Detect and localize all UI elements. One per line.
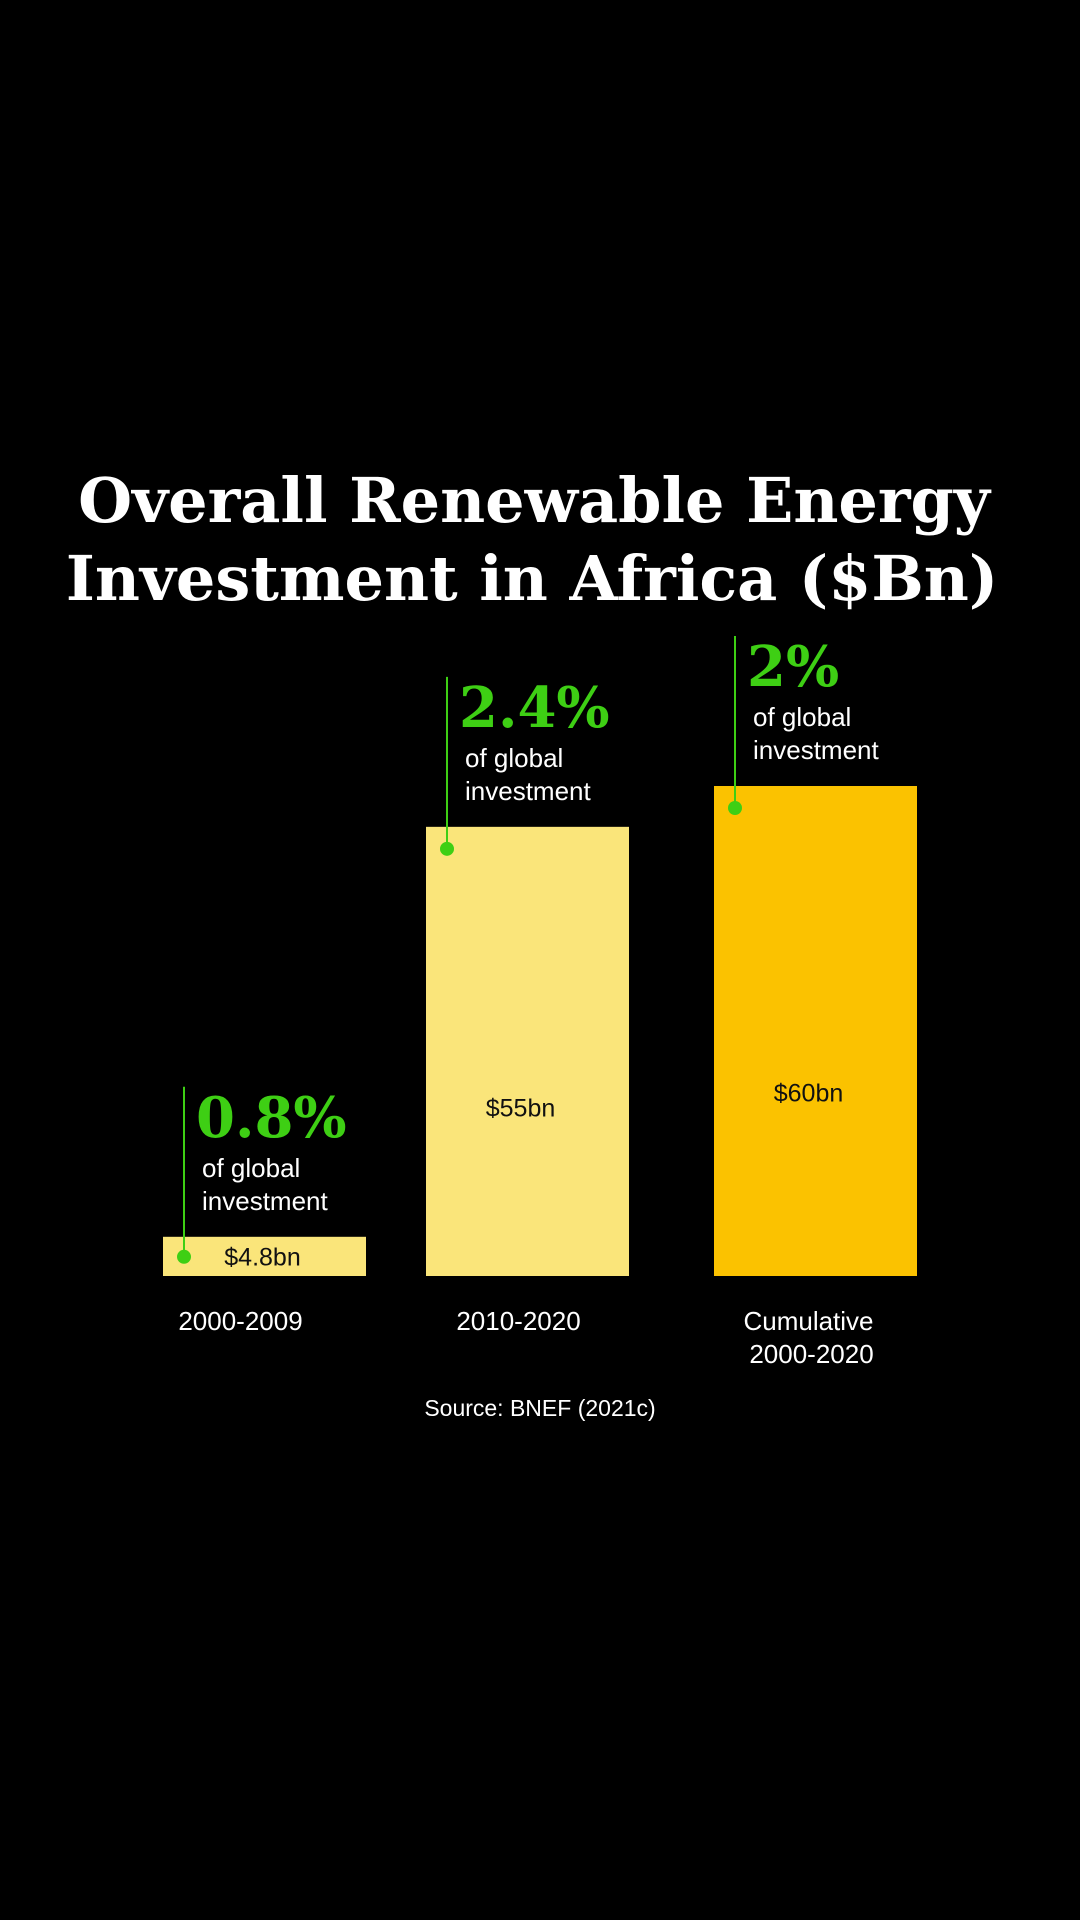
chart-title-line-1: Overall Renewable Energy: [78, 464, 992, 537]
labels-layer: $4.8bn 2000-2009 $55bn 2010-2020 $60bn Cumula…: [178, 1079, 873, 1369]
category-label: 2000-2009: [178, 1306, 302, 1336]
bar-value-label: $60bn: [774, 1079, 844, 1107]
annotation-dot: [440, 841, 454, 856]
share-note-label: investment: [465, 776, 591, 806]
share-note-label: of global: [465, 743, 563, 773]
share-note-label: of global: [202, 1153, 300, 1183]
category-label: 2010-2020: [456, 1306, 580, 1336]
bar-1: [163, 1236, 366, 1276]
category-label: 2000-2020: [749, 1339, 873, 1369]
chart-title-line-2: Investment in Africa ($Bn): [66, 542, 998, 615]
share-note-label: of global: [753, 702, 851, 732]
category-label: Cumulative: [743, 1306, 873, 1336]
bar-2: [426, 826, 629, 1276]
source-note: Source: BNEF (2021c): [424, 1395, 655, 1421]
bar-3: [714, 786, 917, 1276]
bar-value-label: $55bn: [486, 1095, 556, 1123]
bars-layer: [163, 786, 917, 1276]
share-percent-label: 0.8%: [196, 1085, 347, 1151]
share-percent-label: 2%: [747, 634, 839, 700]
bar-value-label: $4.8bn: [224, 1243, 300, 1271]
annotation-dot: [177, 1249, 191, 1264]
share-percent-label: 2.4%: [459, 675, 610, 741]
share-note-label: investment: [202, 1186, 328, 1216]
annotation-dot: [728, 801, 742, 815]
share-note-label: investment: [753, 735, 879, 765]
